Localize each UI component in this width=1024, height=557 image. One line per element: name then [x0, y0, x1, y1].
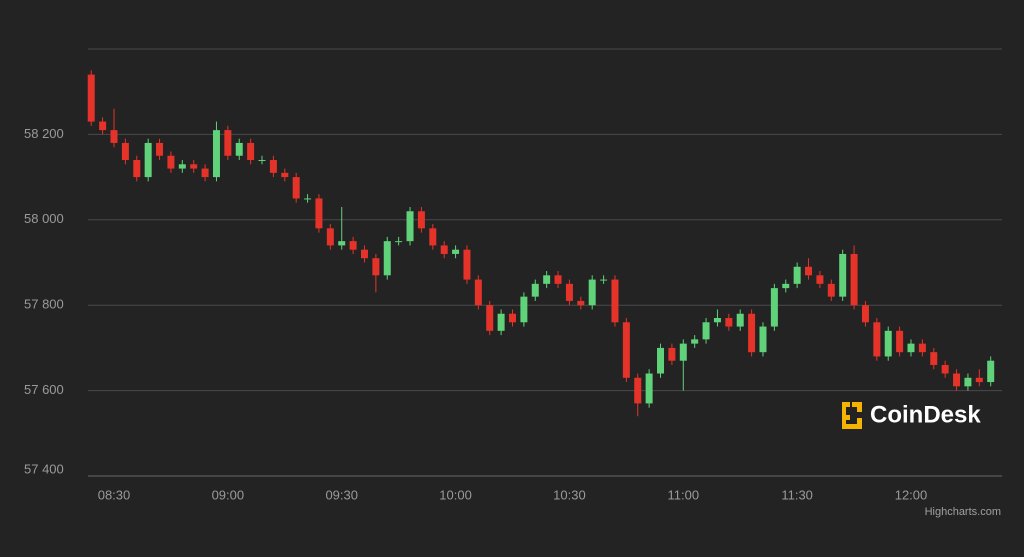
candle-body: [713, 318, 721, 323]
candle-body: [736, 313, 744, 327]
candle-body: [554, 275, 562, 284]
candle-body: [440, 245, 448, 254]
candle-body: [247, 142, 255, 161]
candle-body: [622, 322, 630, 378]
candle-body: [611, 279, 619, 323]
candle-body: [816, 275, 824, 284]
x-tick-label: 10:30: [553, 487, 586, 502]
logo-text: CoinDesk: [870, 401, 981, 428]
candle-body: [304, 198, 312, 200]
y-tick-label: 58 000: [24, 211, 64, 226]
x-tick-label: 08:30: [98, 487, 131, 502]
candle-body: [918, 343, 926, 353]
candle-body: [429, 228, 437, 246]
candle-body: [338, 241, 346, 246]
y-tick-label: 57 400: [24, 461, 64, 476]
y-tick-label: 57 600: [24, 382, 64, 397]
candle-body: [975, 377, 983, 383]
candle-body: [452, 249, 460, 254]
candle-body: [645, 373, 653, 404]
candle-body: [953, 373, 961, 387]
candle-body: [588, 279, 596, 306]
candle-body: [861, 305, 869, 323]
candle-body: [497, 313, 505, 331]
candle-body: [884, 330, 892, 357]
candle-body: [315, 198, 323, 229]
x-tick-label: 11:00: [667, 487, 699, 502]
candle-body: [212, 130, 220, 178]
candle-body: [759, 326, 767, 353]
candle-body: [110, 130, 118, 143]
candle-body: [292, 177, 300, 199]
candle-body: [156, 142, 164, 156]
candle-body: [770, 288, 778, 327]
candle-body: [634, 377, 642, 404]
x-tick-label: 12:00: [895, 487, 928, 502]
candle-body: [474, 279, 482, 306]
candle-body: [417, 211, 425, 229]
candle-body: [964, 377, 972, 387]
candle-body: [360, 249, 368, 259]
candle-body: [190, 164, 198, 169]
candle-body: [600, 279, 608, 281]
candle-body: [987, 360, 995, 383]
candle-body: [258, 160, 266, 162]
candle-body: [702, 322, 710, 340]
candle-body: [133, 160, 141, 178]
candle-body: [543, 275, 551, 284]
candle-body: [235, 142, 243, 156]
candle-body: [782, 283, 790, 289]
candle-body: [167, 155, 175, 169]
candle-body: [281, 172, 289, 178]
candle-body: [372, 258, 380, 276]
x-tick-label: 09:30: [325, 487, 358, 502]
candle-body: [565, 283, 573, 301]
candle-body: [896, 330, 904, 353]
credits[interactable]: Highcharts.com: [925, 506, 1001, 518]
candle-body: [691, 339, 699, 344]
candle-body: [941, 364, 949, 374]
logo-icon: [842, 402, 862, 429]
candle-body: [657, 347, 665, 374]
candle-body: [224, 130, 232, 156]
candle-body: [577, 300, 585, 306]
candle-body: [531, 283, 539, 297]
candle-body: [520, 296, 528, 323]
candle-body: [383, 241, 391, 276]
candle-body: [748, 313, 756, 353]
y-tick-label: 57 800: [24, 297, 64, 312]
candle-body: [827, 283, 835, 297]
candle-body: [805, 266, 813, 276]
candle-body: [269, 160, 277, 173]
candle-body: [873, 322, 881, 357]
candle-body: [850, 253, 858, 306]
candle-body: [349, 241, 357, 250]
candle-body: [679, 343, 687, 361]
candle-body: [326, 228, 334, 246]
candle-body: [395, 241, 403, 243]
candle-body: [509, 313, 516, 323]
candle-body: [668, 347, 676, 361]
x-tick-label: 10:00: [439, 487, 472, 502]
candle-body: [725, 318, 733, 327]
x-tick-label: 11:30: [781, 487, 813, 502]
logo: CoinDesk: [842, 401, 981, 429]
candle-body: [930, 352, 938, 365]
candle-body: [907, 343, 915, 353]
candle-body: [121, 142, 129, 161]
candle-body: [87, 74, 95, 122]
candle-body: [406, 211, 414, 242]
x-tick-label: 09:00: [212, 487, 245, 502]
candle-body: [793, 266, 801, 284]
candle-body: [463, 249, 471, 280]
candle-body: [178, 164, 186, 169]
candle-body: [201, 168, 209, 178]
candle-body: [99, 121, 107, 131]
candle-body: [839, 253, 847, 297]
candle-body: [486, 305, 494, 331]
y-tick-label: 58 200: [24, 126, 64, 141]
candle-body: [144, 142, 152, 178]
